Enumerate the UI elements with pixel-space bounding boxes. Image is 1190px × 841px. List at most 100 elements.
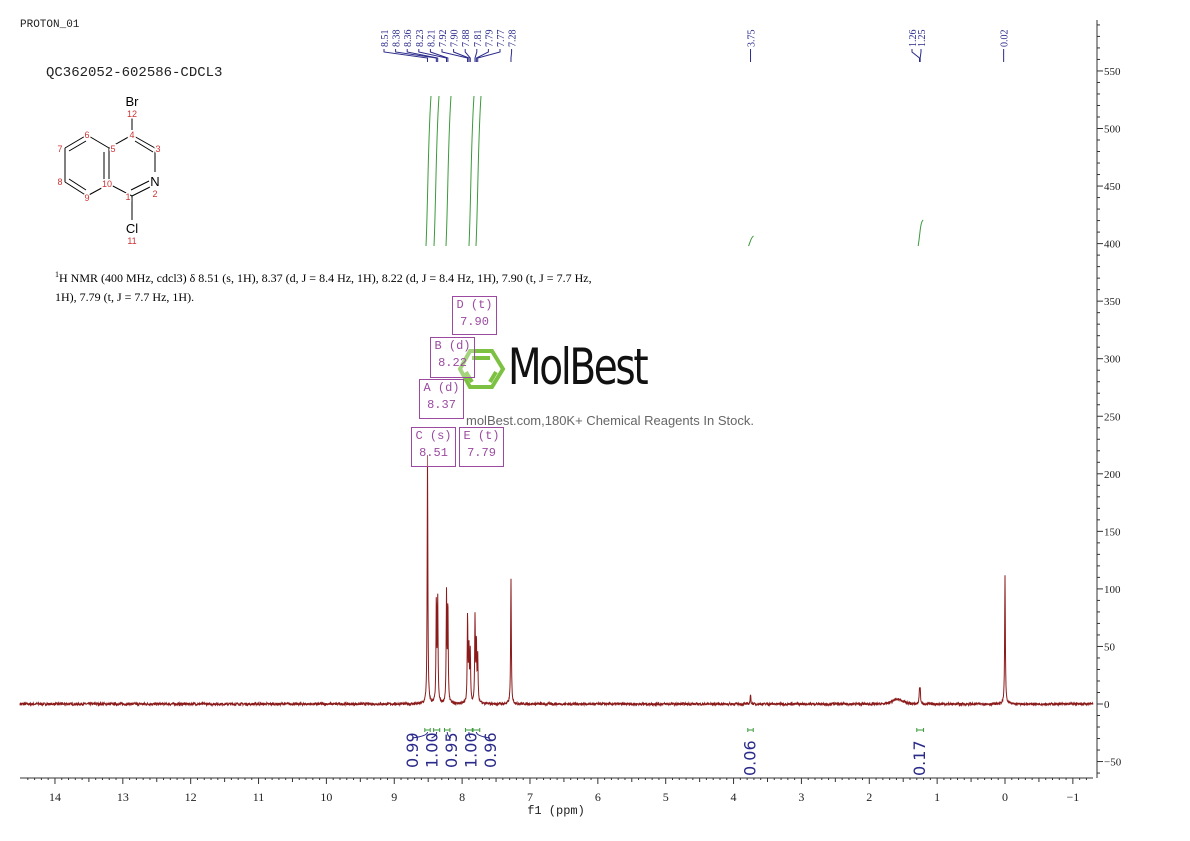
peak-label: 7.77 bbox=[496, 30, 507, 48]
y-tick-label: 100 bbox=[1104, 584, 1121, 596]
integral-bracket bbox=[916, 728, 925, 732]
integral-value: 0.95 bbox=[442, 732, 461, 768]
x-tick-label: 0 bbox=[1002, 790, 1008, 804]
integral-bracket bbox=[472, 728, 481, 732]
peak-label-connector bbox=[406, 49, 439, 62]
peak-label: 7.81 bbox=[473, 30, 484, 48]
watermark-brand: MolBest bbox=[508, 338, 649, 396]
watermark-tagline: molBest.com,180K+ Chemical Reagents In S… bbox=[466, 413, 754, 428]
annotation-e: E (t) 7.79 bbox=[459, 427, 504, 467]
integral-bracket bbox=[747, 728, 754, 732]
integral-curve bbox=[917, 219, 924, 247]
integral-connector bbox=[411, 731, 429, 739]
integral-curve bbox=[425, 95, 432, 247]
x-tick-label: 5 bbox=[663, 790, 669, 804]
y-tick-label: 150 bbox=[1104, 526, 1121, 538]
nmr-description: 1H NMR (400 MHz, cdcl3) δ 8.51 (s, 1H), … bbox=[55, 265, 615, 307]
integral-value: 1.00 bbox=[423, 732, 442, 768]
annotation-value: 8.51 bbox=[419, 446, 448, 460]
annotation-value: 7.90 bbox=[460, 315, 489, 329]
integral-connector bbox=[475, 731, 491, 739]
annotation-value: 8.22 bbox=[438, 356, 467, 370]
atom-label: 3 bbox=[155, 144, 160, 154]
y-tick-label: 400 bbox=[1104, 239, 1121, 251]
peak-label-connector bbox=[418, 49, 448, 62]
desc-superscript: 1 bbox=[55, 270, 59, 279]
annotation-a: A (d) 8.37 bbox=[419, 379, 464, 419]
atom-label: 11 bbox=[127, 236, 136, 246]
integral-bracket bbox=[443, 728, 451, 732]
annotation-label: C (s) bbox=[415, 429, 452, 443]
desc-text: H NMR (400 MHz, cdcl3) δ 8.51 (s, 1H), 8… bbox=[55, 271, 592, 304]
atom-label: 2 bbox=[152, 189, 157, 199]
integral-value: 0.99 bbox=[403, 732, 422, 768]
peak-label: 3.75 bbox=[747, 30, 758, 48]
atom-label: 7 bbox=[57, 144, 62, 154]
peak-label-connector bbox=[464, 49, 471, 62]
integral-value: 0.96 bbox=[481, 732, 500, 768]
peak-label: 7.28 bbox=[508, 30, 519, 48]
integral-curve bbox=[468, 95, 475, 247]
annotation-label: B (d) bbox=[434, 339, 471, 353]
atom-label: 4 bbox=[129, 130, 134, 140]
y-tick-label: 550 bbox=[1104, 66, 1121, 78]
annotation-label: A (d) bbox=[423, 381, 460, 395]
x-tick-label: 7 bbox=[527, 790, 533, 804]
x-tick-label: 2 bbox=[866, 790, 872, 804]
peak-label-connector bbox=[429, 49, 449, 62]
atom-label: 12 bbox=[127, 109, 137, 119]
x-tick-label: −1 bbox=[1066, 790, 1079, 804]
integral-value: 1.00 bbox=[462, 732, 481, 768]
peak-label-connector bbox=[475, 49, 489, 62]
experiment-title: PROTON_01 bbox=[20, 19, 80, 31]
y-tick-label: 0 bbox=[1104, 699, 1110, 711]
y-tick-label: 500 bbox=[1104, 124, 1121, 136]
integral-curve bbox=[445, 95, 452, 247]
peak-label-connector bbox=[395, 49, 437, 62]
integral-curve bbox=[748, 235, 754, 247]
x-tick-label: 3 bbox=[798, 790, 804, 804]
x-tick-label: 8 bbox=[459, 790, 465, 804]
integral-value: 0.17 bbox=[910, 740, 929, 776]
peak-label-connector bbox=[510, 49, 513, 62]
peak-label: 8.36 bbox=[403, 30, 414, 48]
peak-label-connector bbox=[477, 49, 501, 62]
molecule-structure bbox=[64, 118, 156, 220]
peak-label: 1.25 bbox=[917, 30, 928, 48]
peak-label: 7.79 bbox=[484, 30, 495, 48]
integral-connector bbox=[431, 731, 438, 739]
annotation-label: D (t) bbox=[456, 298, 493, 312]
atom-label: 5 bbox=[110, 144, 115, 154]
x-tick-label: 12 bbox=[185, 790, 197, 804]
integral-bracket bbox=[433, 728, 441, 732]
peak-label-connector bbox=[474, 49, 478, 62]
integral-value: 0.06 bbox=[741, 740, 760, 776]
integral-curve bbox=[475, 95, 482, 247]
annotation-c: C (s) 8.51 bbox=[411, 427, 456, 467]
atom-label: 10 bbox=[102, 179, 112, 189]
x-tick-label: 9 bbox=[391, 790, 397, 804]
y-tick-label: 50 bbox=[1104, 641, 1116, 653]
peak-label-connector bbox=[911, 49, 920, 62]
x-axis-title: f1 (ppm) bbox=[527, 804, 585, 818]
peak-label: 8.23 bbox=[415, 30, 426, 48]
peak-label-connector bbox=[919, 49, 922, 62]
integral-connector bbox=[446, 731, 452, 739]
x-tick-label: 4 bbox=[731, 790, 737, 804]
annotation-value: 8.37 bbox=[427, 398, 456, 412]
atom-label: 9 bbox=[84, 193, 89, 203]
x-tick-label: 10 bbox=[320, 790, 332, 804]
peak-label: 7.92 bbox=[438, 30, 449, 48]
annotation-label: E (t) bbox=[463, 429, 500, 443]
y-tick-label: −50 bbox=[1104, 757, 1122, 769]
peak-label: 8.51 bbox=[380, 30, 391, 48]
y-tick-label: 200 bbox=[1104, 469, 1121, 481]
y-tick-label: 300 bbox=[1104, 354, 1121, 366]
peak-label-connector bbox=[441, 49, 469, 62]
atom-label: Cl bbox=[126, 221, 138, 236]
y-tick-label: 450 bbox=[1104, 181, 1121, 193]
integral-bracket bbox=[424, 728, 431, 732]
atom-label: 8 bbox=[57, 177, 62, 187]
annotation-d: D (t) 7.90 bbox=[452, 296, 497, 335]
